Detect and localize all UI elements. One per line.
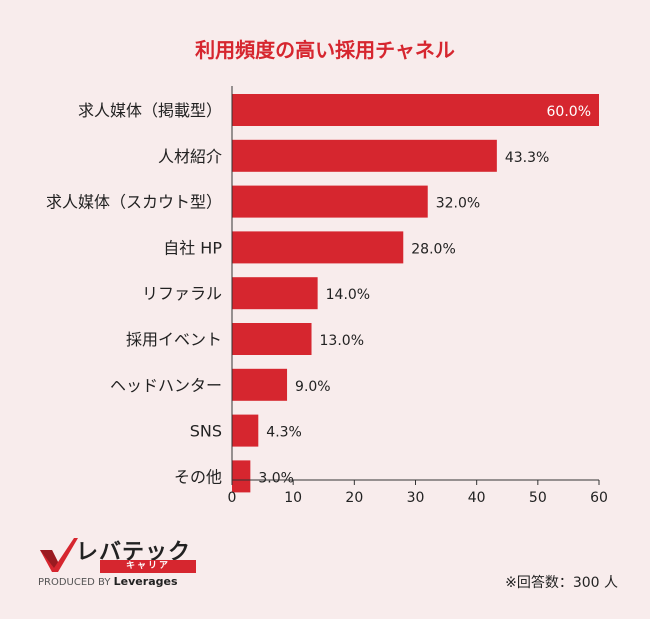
- x-tick-label: 40: [468, 490, 486, 506]
- category-label: 求人媒体（スカウト型）: [46, 193, 222, 212]
- bar: [232, 277, 318, 310]
- category-label: 自社 HP: [163, 238, 222, 257]
- category-label: 人材紹介: [158, 147, 222, 166]
- bar: [232, 460, 251, 493]
- respondent-note: ※回答数：300 人: [505, 575, 618, 591]
- x-tick-label: 50: [529, 490, 547, 506]
- bar: [232, 185, 428, 218]
- category-label: ヘッドハンター: [110, 376, 222, 395]
- bar: [232, 139, 497, 172]
- value-label: 3.0%: [258, 470, 294, 486]
- value-label: 43.3%: [505, 150, 549, 166]
- company-logo: レバテック キャリア PRODUCED BY Leverages: [38, 534, 218, 590]
- bar: [232, 368, 288, 401]
- x-tick-label: 30: [407, 490, 425, 506]
- value-label: 4.3%: [266, 425, 302, 441]
- chart-title: 利用頻度の高い採用チャネル: [195, 38, 455, 62]
- bar: [232, 94, 599, 126]
- x-tick-label: 60: [590, 490, 608, 506]
- bar: [232, 231, 404, 264]
- value-label: 13.0%: [320, 333, 364, 349]
- bar-chart: 求人媒体（掲載型） 60.0% 人材紹介 43.3% 求人媒体（スカウト型） 32.0% 自…: [46, 86, 608, 506]
- checkmark-logo-icon: [40, 538, 78, 572]
- category-label: その他: [174, 467, 222, 486]
- category-label: 求人媒体（掲載型）: [78, 101, 222, 120]
- x-tick-label: 20: [345, 490, 363, 506]
- produced-by-label: PRODUCED BY: [38, 577, 111, 588]
- bar: [232, 414, 259, 447]
- category-label: 採用イベント: [126, 330, 222, 349]
- x-tick-label: 10: [284, 490, 302, 506]
- bar: [232, 323, 312, 355]
- category-label: リファラル: [142, 284, 222, 303]
- category-label: SNS: [190, 422, 222, 441]
- value-label: 60.0%: [547, 104, 591, 120]
- value-label: 14.0%: [326, 287, 370, 303]
- brand-name: Leverages: [113, 575, 178, 588]
- value-label: 9.0%: [295, 379, 331, 395]
- x-tick-label: 0: [228, 490, 237, 506]
- value-label: 32.0%: [436, 196, 480, 212]
- produced-by-text: PRODUCED BY Leverages: [38, 575, 178, 588]
- value-label: 28.0%: [411, 241, 455, 257]
- logo-subtitle: キャリア: [100, 560, 196, 573]
